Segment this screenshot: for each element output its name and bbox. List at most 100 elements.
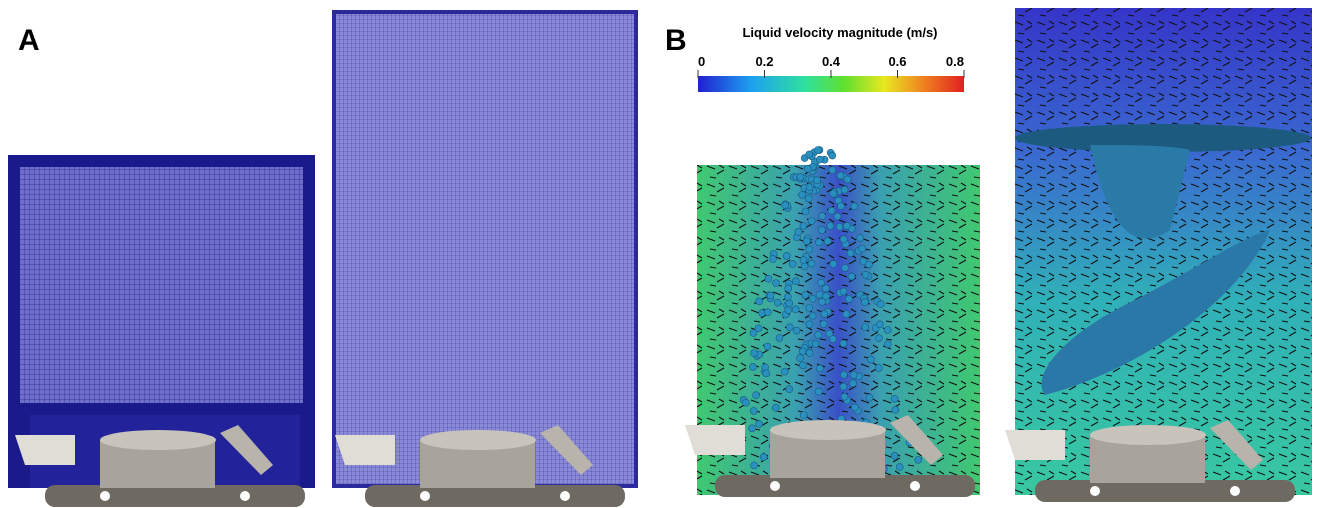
bubble [848,273,855,280]
colorbar-tick-label: 0.4 [822,54,841,69]
bubble [774,299,781,306]
bubble [896,464,903,471]
bubble [809,295,816,302]
bubble [842,264,849,271]
bubble [800,257,807,264]
bubble [802,292,809,299]
bubble [812,340,819,347]
bubble [818,227,825,234]
bubble [764,309,771,316]
bubble [891,452,898,459]
bubble [809,312,816,319]
colorbar-tick-label: 0.6 [888,54,906,69]
bubble [865,261,872,268]
bubble [767,292,774,299]
bubble [789,260,796,267]
bubble [800,223,807,230]
bubble [816,365,823,372]
bubble [797,173,804,180]
bubble [915,456,922,463]
bubble [755,325,762,332]
bubble [850,371,857,378]
bubble [876,321,883,328]
bubble [763,370,770,377]
bubble [884,341,891,348]
bubble [795,228,802,235]
bubble [851,404,858,411]
bubble [859,245,866,252]
bubble [806,321,813,328]
bubble [808,218,815,225]
bubble [867,356,874,363]
bubble [847,250,854,257]
bubble [772,280,779,287]
bubble [850,380,857,387]
bubble [821,310,828,317]
bubble [756,420,763,427]
bubble [822,285,829,292]
bubble [803,238,810,245]
bubble [816,291,823,298]
bubble [751,462,758,469]
bubble [785,306,792,313]
bubble [827,222,834,229]
bubble [799,348,806,355]
bubble [891,395,898,402]
bubble [841,393,848,400]
bubble [837,203,844,210]
bubble [806,151,813,158]
bubble [751,350,758,357]
bubble [829,152,836,159]
colorbar-tick-label: 0.2 [755,54,773,69]
bubble [875,364,882,371]
bubble [829,166,836,173]
bubble [806,246,813,253]
bubble [840,236,847,243]
bubble [815,147,822,154]
bubble [760,454,767,461]
bubble [829,336,836,343]
bubble [792,306,799,313]
panel-label: A [18,24,40,57]
bubble [841,186,848,193]
bubble [840,371,847,378]
bubble [834,213,841,220]
bubble [776,334,783,341]
bubble [815,331,822,338]
bubble [793,327,800,334]
bubble [857,235,864,242]
bubble [804,165,811,172]
bubble [806,304,813,311]
bubble [818,279,825,286]
bubble [861,298,868,305]
figure: A B Liquid velocity magnitude (m/s) 00.2… [0,0,1331,508]
bubble [806,350,813,357]
bubble [799,362,806,369]
bubble [756,298,763,305]
bubble [749,425,756,432]
bubble [783,252,790,259]
bubble [840,340,847,347]
bubble [866,394,873,401]
bubble [742,399,749,406]
bubble [892,406,899,413]
bubble [816,156,823,163]
bubble [830,190,837,197]
bubble [786,324,793,331]
bubble [819,213,826,220]
bubble [800,411,807,418]
bubble [749,363,756,370]
panel-label: B [665,24,687,57]
bubble [840,288,847,295]
bubble [782,202,789,209]
bubble [824,238,831,245]
bubble [836,223,843,230]
bubble [815,239,822,246]
bubble [808,260,815,267]
bubble [750,407,757,414]
bubble [828,207,835,214]
colorbar-title: Liquid velocity magnitude (m/s) [742,25,937,40]
bubble [837,172,844,179]
bubble [765,275,772,282]
bubble [753,392,760,399]
